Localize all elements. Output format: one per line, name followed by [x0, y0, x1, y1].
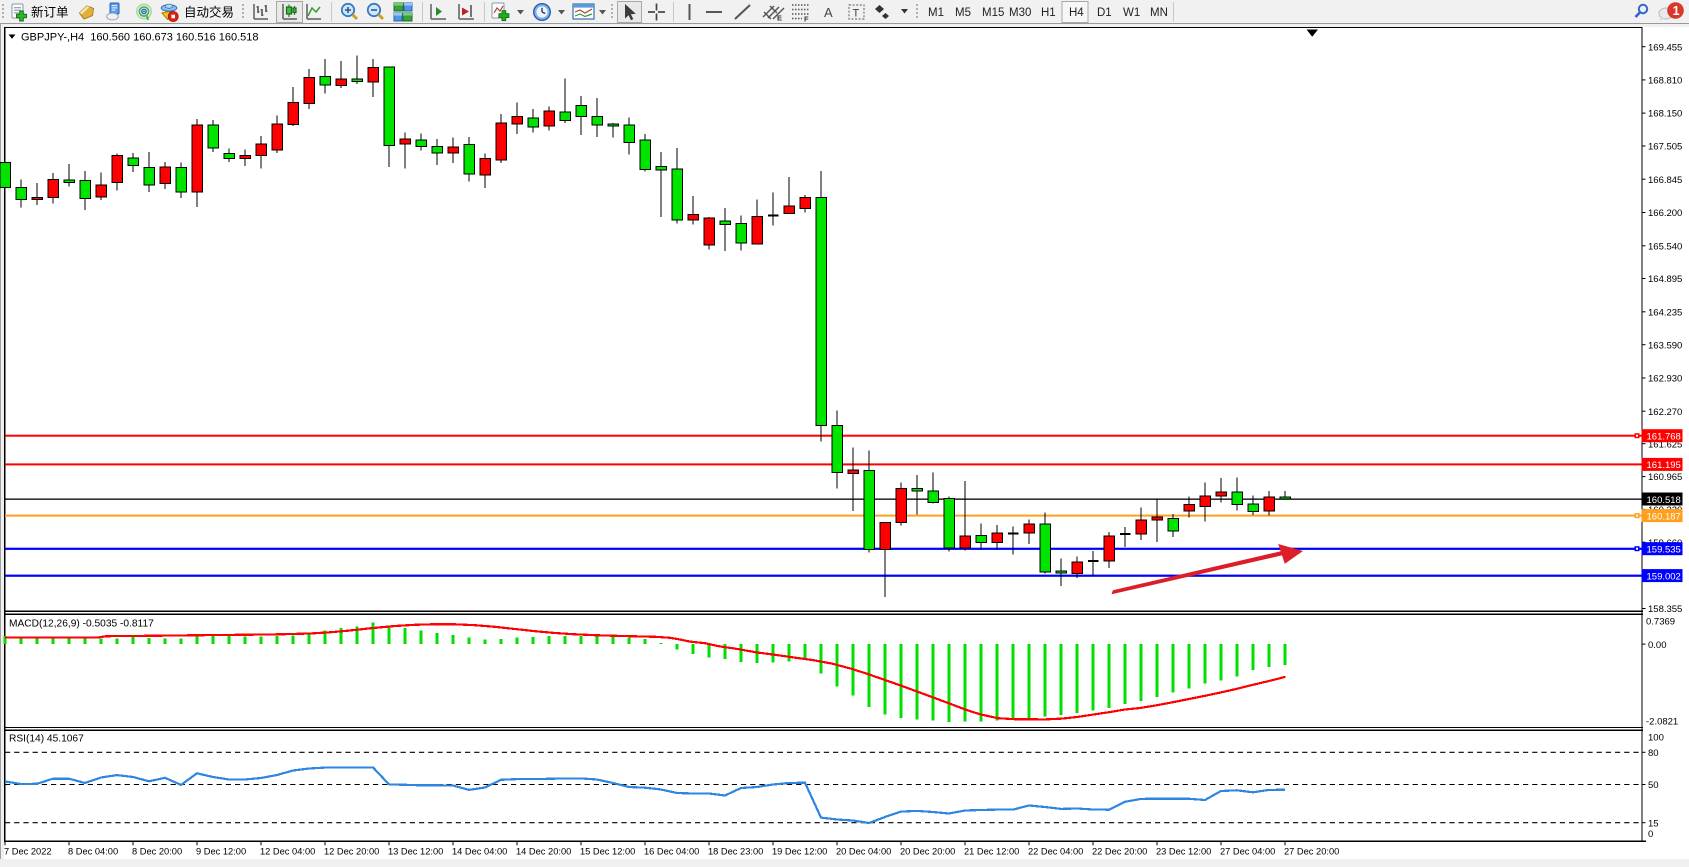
svg-text:16 Dec 04:00: 16 Dec 04:00 [644, 847, 699, 857]
svg-text:169.455: 169.455 [1648, 42, 1682, 53]
svg-text:新订单: 新订单 [31, 5, 69, 20]
svg-text:M15: M15 [982, 7, 1004, 19]
svg-text:100: 100 [1648, 732, 1664, 743]
svg-text:13 Dec 12:00: 13 Dec 12:00 [388, 847, 443, 857]
svg-text:164.895: 164.895 [1648, 274, 1682, 285]
svg-text:自动交易: 自动交易 [184, 5, 234, 20]
svg-text:160.518: 160.518 [1647, 495, 1681, 506]
svg-text:161.195: 161.195 [1647, 460, 1681, 471]
svg-text:163.590: 163.590 [1648, 340, 1682, 351]
svg-text:166.845: 166.845 [1648, 175, 1682, 186]
svg-text:50: 50 [1648, 780, 1659, 791]
svg-text:20 Dec 20:00: 20 Dec 20:00 [900, 847, 955, 857]
svg-text:M1: M1 [928, 7, 944, 19]
svg-text:166.200: 166.200 [1648, 208, 1682, 219]
svg-text:0.7369: 0.7369 [1646, 617, 1675, 628]
svg-text:80: 80 [1648, 748, 1659, 759]
svg-text:14 Dec 04:00: 14 Dec 04:00 [452, 847, 507, 857]
svg-text:164.235: 164.235 [1648, 307, 1682, 318]
svg-text:M5: M5 [955, 7, 971, 19]
svg-text:M30: M30 [1009, 7, 1031, 19]
svg-text:23 Dec 12:00: 23 Dec 12:00 [1156, 847, 1211, 857]
svg-text:161.768: 161.768 [1647, 432, 1681, 443]
svg-text:H4: H4 [1069, 7, 1084, 19]
svg-text:159.002: 159.002 [1647, 571, 1681, 582]
svg-text:E: E [777, 14, 782, 23]
svg-text:RSI(14) 45.1067: RSI(14) 45.1067 [9, 734, 84, 745]
svg-text:-2.0821: -2.0821 [1646, 716, 1678, 727]
svg-text:8 Dec 04:00: 8 Dec 04:00 [68, 847, 118, 857]
svg-text:168.150: 168.150 [1648, 109, 1682, 120]
svg-text:18 Dec 23:00: 18 Dec 23:00 [708, 847, 763, 857]
svg-text:162.270: 162.270 [1648, 407, 1682, 418]
svg-text:A: A [824, 5, 833, 20]
svg-text:12 Dec 04:00: 12 Dec 04:00 [260, 847, 315, 857]
svg-text:158.355: 158.355 [1648, 604, 1682, 615]
svg-text:H1: H1 [1041, 7, 1056, 19]
svg-text:167.505: 167.505 [1648, 142, 1682, 153]
svg-text:1: 1 [1673, 4, 1680, 18]
svg-text:159.535: 159.535 [1647, 545, 1681, 556]
svg-text:MN: MN [1150, 7, 1168, 19]
svg-text:8 Dec 20:00: 8 Dec 20:00 [132, 847, 182, 857]
svg-text:MACD(12,26,9) -0.5035 -0.8117: MACD(12,26,9) -0.5035 -0.8117 [9, 619, 154, 630]
svg-text:D1: D1 [1097, 7, 1112, 19]
svg-text:20 Dec 04:00: 20 Dec 04:00 [836, 847, 891, 857]
svg-text:GBPJPY-,H4 160.560 160.673 16: GBPJPY-,H4 160.560 160.673 160.516 160.5… [21, 32, 259, 44]
svg-text:168.810: 168.810 [1648, 76, 1682, 87]
svg-text:14 Dec 20:00: 14 Dec 20:00 [516, 847, 571, 857]
svg-text:7 Dec 2022: 7 Dec 2022 [4, 847, 52, 857]
svg-text:15 Dec 12:00: 15 Dec 12:00 [580, 847, 635, 857]
svg-text:19 Dec 12:00: 19 Dec 12:00 [772, 847, 827, 857]
svg-text:27 Dec 20:00: 27 Dec 20:00 [1284, 847, 1339, 857]
svg-text:W1: W1 [1123, 7, 1140, 19]
svg-text:0: 0 [1648, 829, 1653, 840]
svg-text:21 Dec 12:00: 21 Dec 12:00 [964, 847, 1019, 857]
svg-text:162.930: 162.930 [1648, 374, 1682, 385]
svg-text:15: 15 [1648, 818, 1659, 829]
svg-text:27 Dec 04:00: 27 Dec 04:00 [1220, 847, 1275, 857]
svg-text:165.540: 165.540 [1648, 241, 1682, 252]
svg-text:160.187: 160.187 [1647, 511, 1681, 522]
svg-text:161.625: 161.625 [1648, 439, 1682, 450]
svg-text:F: F [804, 15, 809, 24]
svg-text:22 Dec 04:00: 22 Dec 04:00 [1028, 847, 1083, 857]
svg-text:22 Dec 20:00: 22 Dec 20:00 [1092, 847, 1147, 857]
svg-text:T: T [853, 8, 860, 20]
svg-text:12 Dec 20:00: 12 Dec 20:00 [324, 847, 379, 857]
svg-text:9 Dec 12:00: 9 Dec 12:00 [196, 847, 246, 857]
svg-text:160.965: 160.965 [1648, 472, 1682, 483]
svg-text:0.00: 0.00 [1648, 640, 1667, 651]
